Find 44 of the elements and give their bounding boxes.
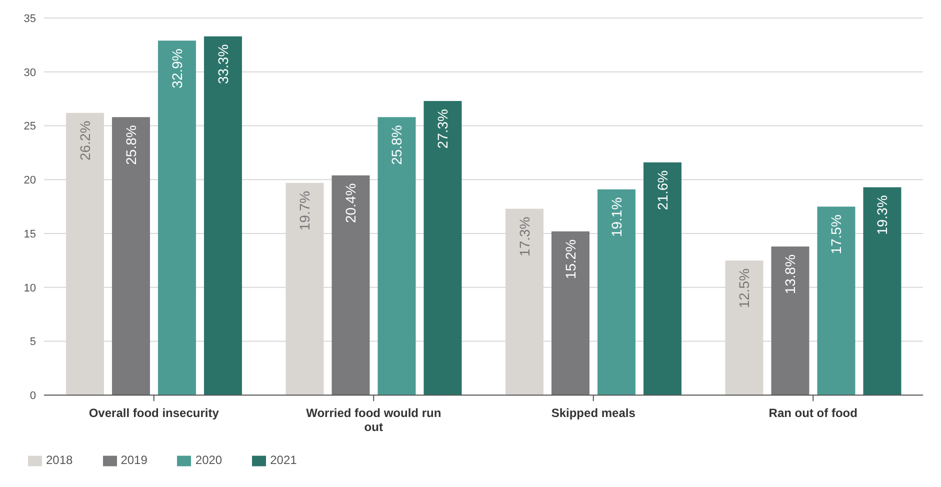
data-label: 25.8% bbox=[122, 125, 139, 165]
data-label: 19.3% bbox=[874, 195, 890, 235]
data-label: 12.5% bbox=[736, 268, 752, 308]
bar bbox=[332, 175, 370, 396]
bar bbox=[863, 187, 902, 396]
data-label: 32.9% bbox=[168, 48, 185, 88]
legend-label: 2020 bbox=[195, 453, 222, 468]
data-label: 15.2% bbox=[562, 239, 578, 280]
bar bbox=[551, 231, 590, 396]
bar bbox=[817, 206, 856, 396]
x-tick-label: Worried food would run out bbox=[306, 406, 442, 434]
bar bbox=[158, 40, 196, 396]
data-label: 20.4% bbox=[342, 183, 359, 224]
data-label: 19.7% bbox=[296, 190, 313, 231]
data-label: 21.6% bbox=[654, 170, 670, 210]
bar bbox=[424, 100, 462, 396]
y-tick-label: 30 bbox=[24, 66, 36, 79]
y-tick-label: 10 bbox=[24, 282, 36, 294]
y-tick-label: 25 bbox=[24, 120, 36, 133]
legend-label: 2018 bbox=[46, 453, 73, 468]
data-label: 13.8% bbox=[782, 254, 798, 294]
data-label: 25.8% bbox=[388, 125, 405, 165]
bar bbox=[771, 246, 810, 396]
bar bbox=[112, 117, 150, 396]
y-tick-label: 5 bbox=[30, 336, 36, 348]
y-tick-label: 0 bbox=[30, 390, 36, 402]
x-tick-label: Overall food insecurity bbox=[88, 406, 220, 420]
data-label: 27.3% bbox=[434, 108, 451, 149]
data-label: 17.5% bbox=[828, 214, 844, 254]
x-tick-label: Skipped meals bbox=[551, 406, 636, 420]
x-tick-label: Ran out of food bbox=[768, 406, 858, 420]
data-label: 33.3% bbox=[214, 44, 231, 84]
bar bbox=[378, 117, 416, 396]
data-label: 26.2% bbox=[76, 120, 93, 161]
y-tick-label: 35 bbox=[24, 12, 36, 25]
y-tick-label: 15 bbox=[24, 228, 36, 240]
data-label: 17.3% bbox=[516, 216, 532, 256]
y-tick-label: 20 bbox=[24, 174, 36, 187]
data-label: 19.1% bbox=[608, 197, 624, 238]
legend-label: 2019 bbox=[120, 453, 148, 468]
legend-label: 2021 bbox=[270, 453, 297, 468]
bar bbox=[204, 36, 242, 396]
bar bbox=[597, 189, 636, 396]
bar bbox=[643, 162, 682, 396]
